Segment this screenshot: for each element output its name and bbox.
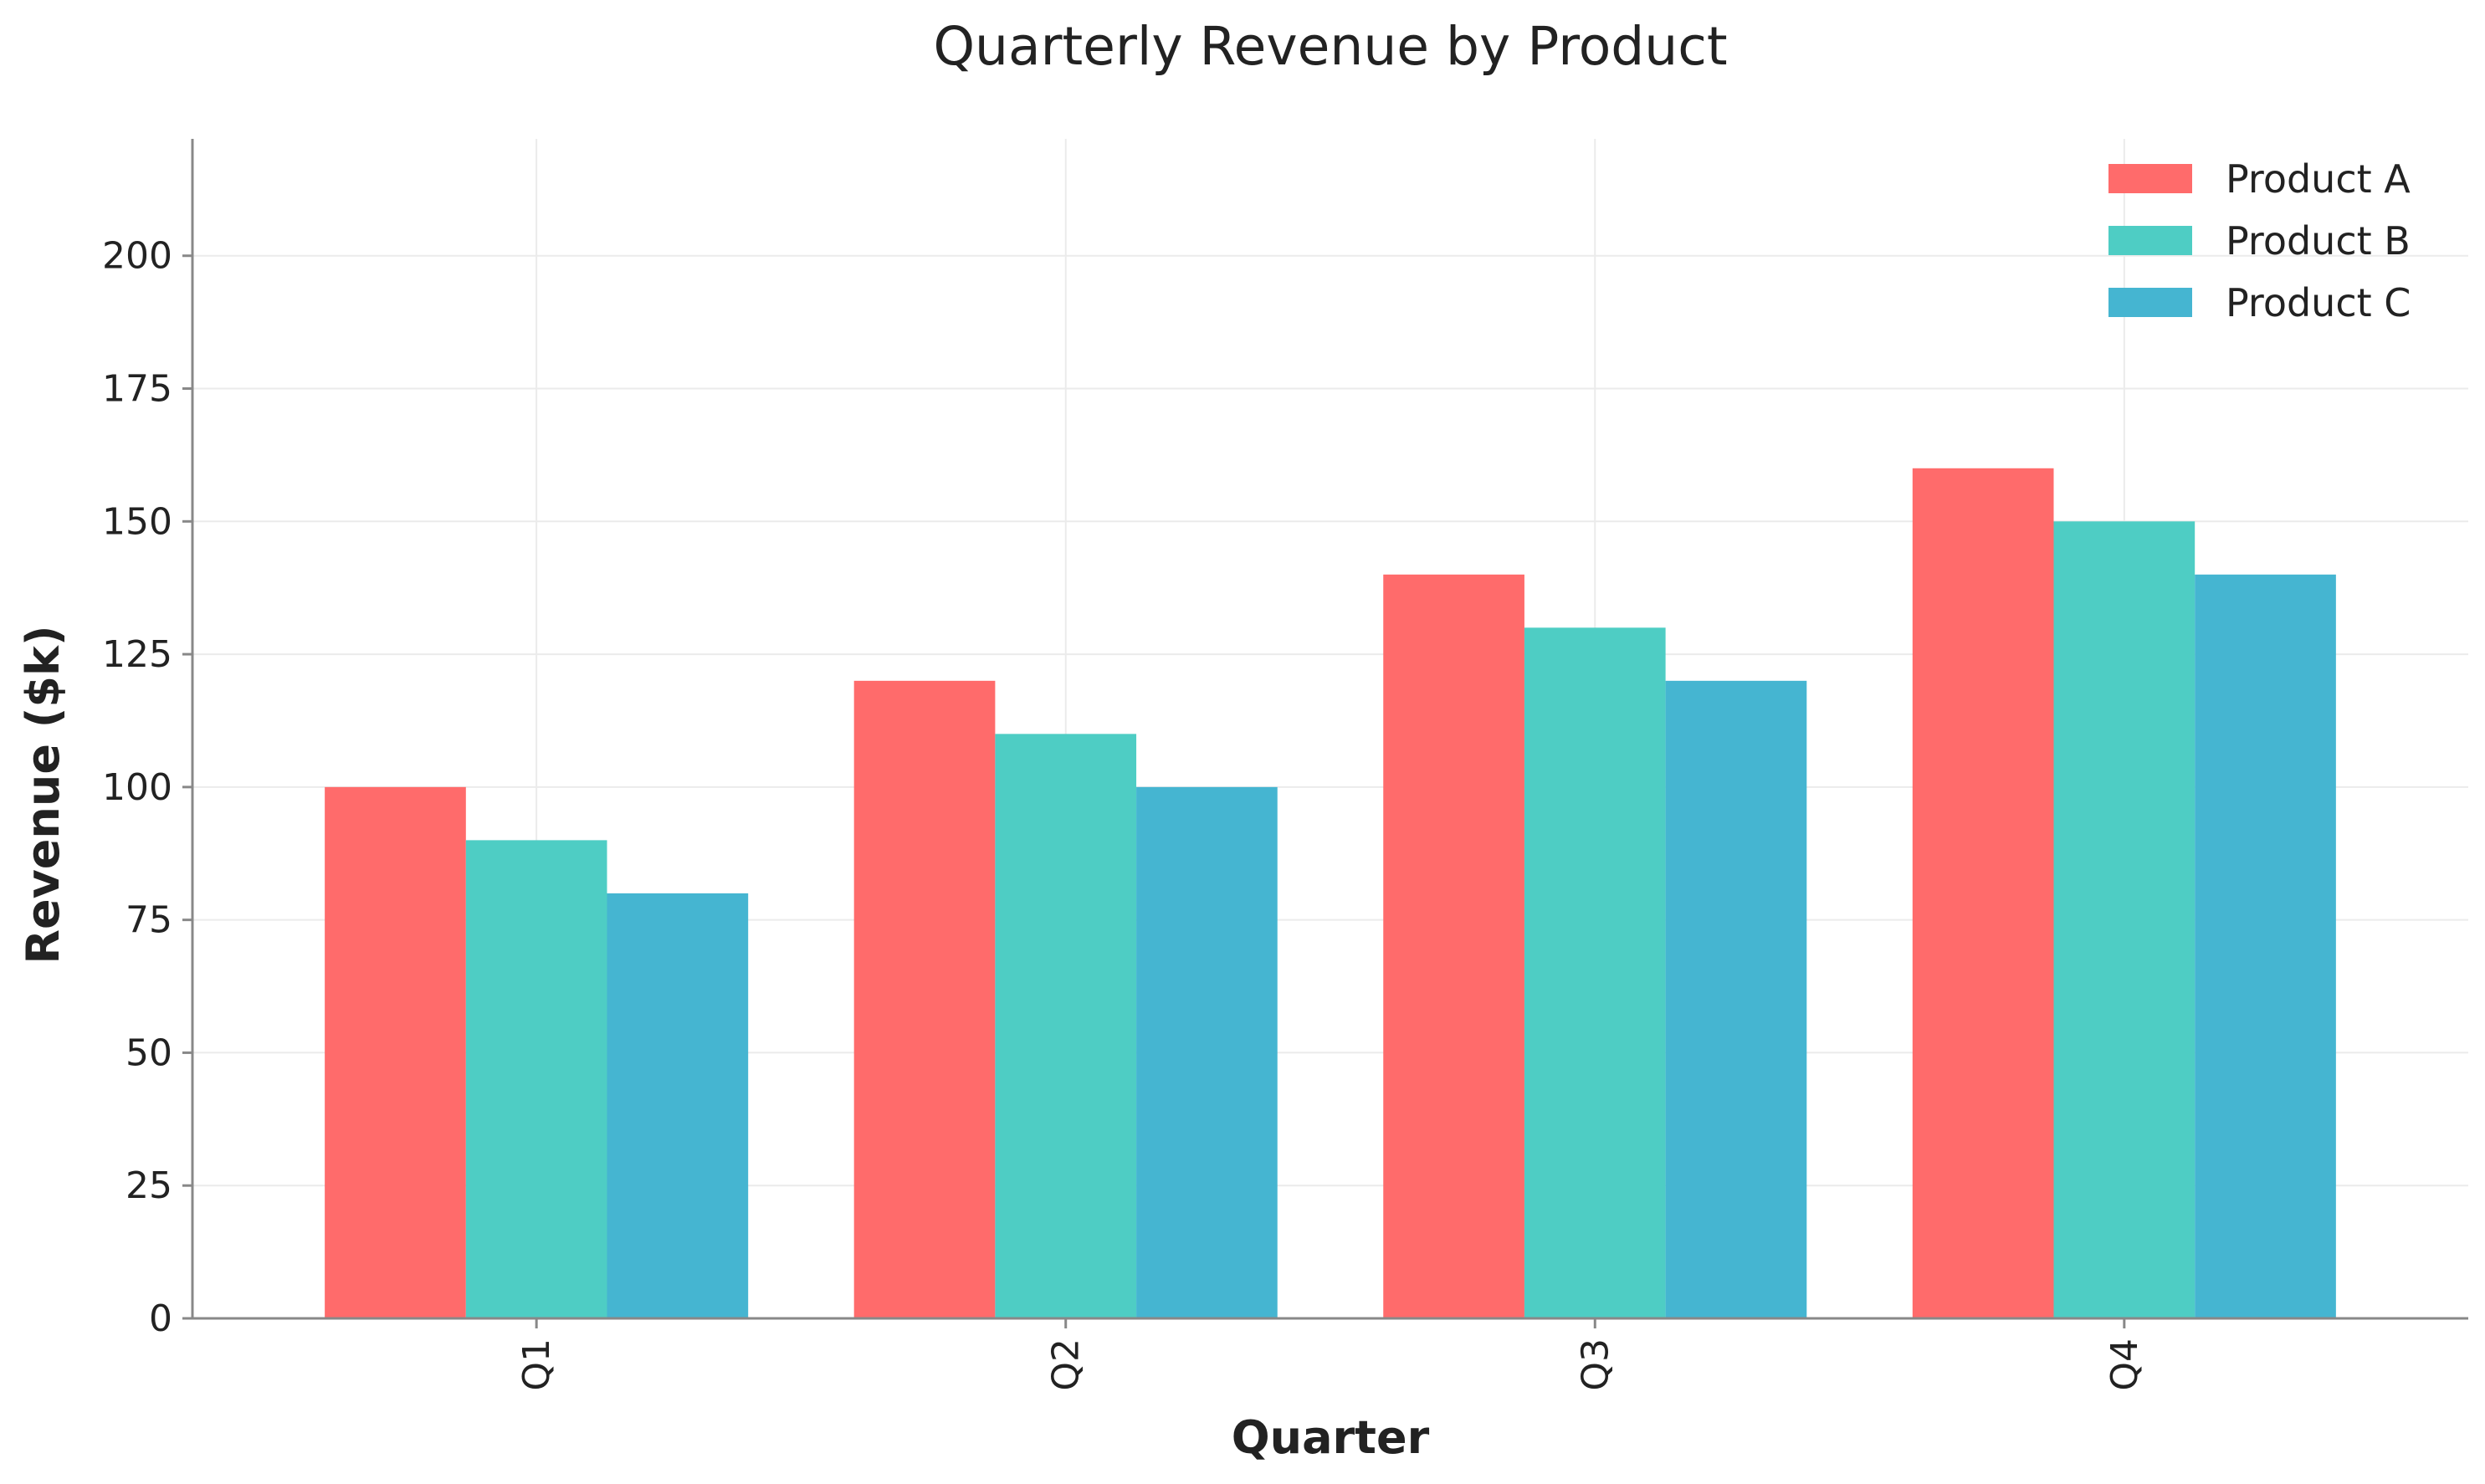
y-tick-label: 125 [102,633,172,676]
bar-product-c-q4 [2195,574,2336,1318]
bar-product-b-q2 [995,734,1137,1318]
x-tick-label: Q4 [2103,1338,2146,1391]
bars [325,468,2336,1318]
y-tick-label: 75 [126,899,172,942]
x-tick-label: Q1 [515,1338,558,1391]
axes [191,139,2468,1320]
legend: Product A Product B Product C [2108,156,2411,325]
legend-swatch [2108,226,2192,255]
y-tick-label: 25 [126,1164,172,1207]
legend-swatch [2108,164,2192,193]
chart-title: Quarterly Revenue by Product [933,16,1727,77]
y-tick-label: 175 [102,368,172,411]
bar-product-a-q4 [1912,468,2054,1318]
bar-product-a-q2 [853,680,996,1318]
bar-product-b-q4 [2053,521,2196,1318]
x-axis-ticks: Q1 Q2 Q3 Q4 [515,1318,2146,1391]
bar-product-b-q3 [1524,627,1666,1318]
y-tick-label: 150 [102,500,172,543]
bar-product-c-q2 [1136,786,1278,1318]
bar-product-b-q1 [465,840,607,1318]
y-axis-label: Revenue ($k) [17,625,69,964]
bar-product-a-q3 [1383,574,1524,1318]
x-tick-label: Q2 [1045,1338,1088,1391]
bar-product-c-q3 [1665,680,1807,1318]
y-tick-label: 200 [102,235,172,278]
y-tick-label: 100 [102,766,172,809]
y-axis-ticks: 0 25 50 75 100 125 150 175 200 [102,235,192,1340]
x-tick-label: Q3 [1574,1338,1617,1391]
y-tick-label: 50 [126,1031,172,1074]
bar-product-c-q1 [607,893,749,1318]
y-tick-label: 0 [149,1297,172,1340]
legend-label: Product B [2226,218,2411,264]
x-axis-label: Quarter [1232,1411,1430,1464]
legend-swatch [2108,288,2192,317]
legend-label: Product C [2226,280,2411,325]
legend-label: Product A [2226,156,2411,202]
bar-product-a-q1 [325,786,466,1318]
